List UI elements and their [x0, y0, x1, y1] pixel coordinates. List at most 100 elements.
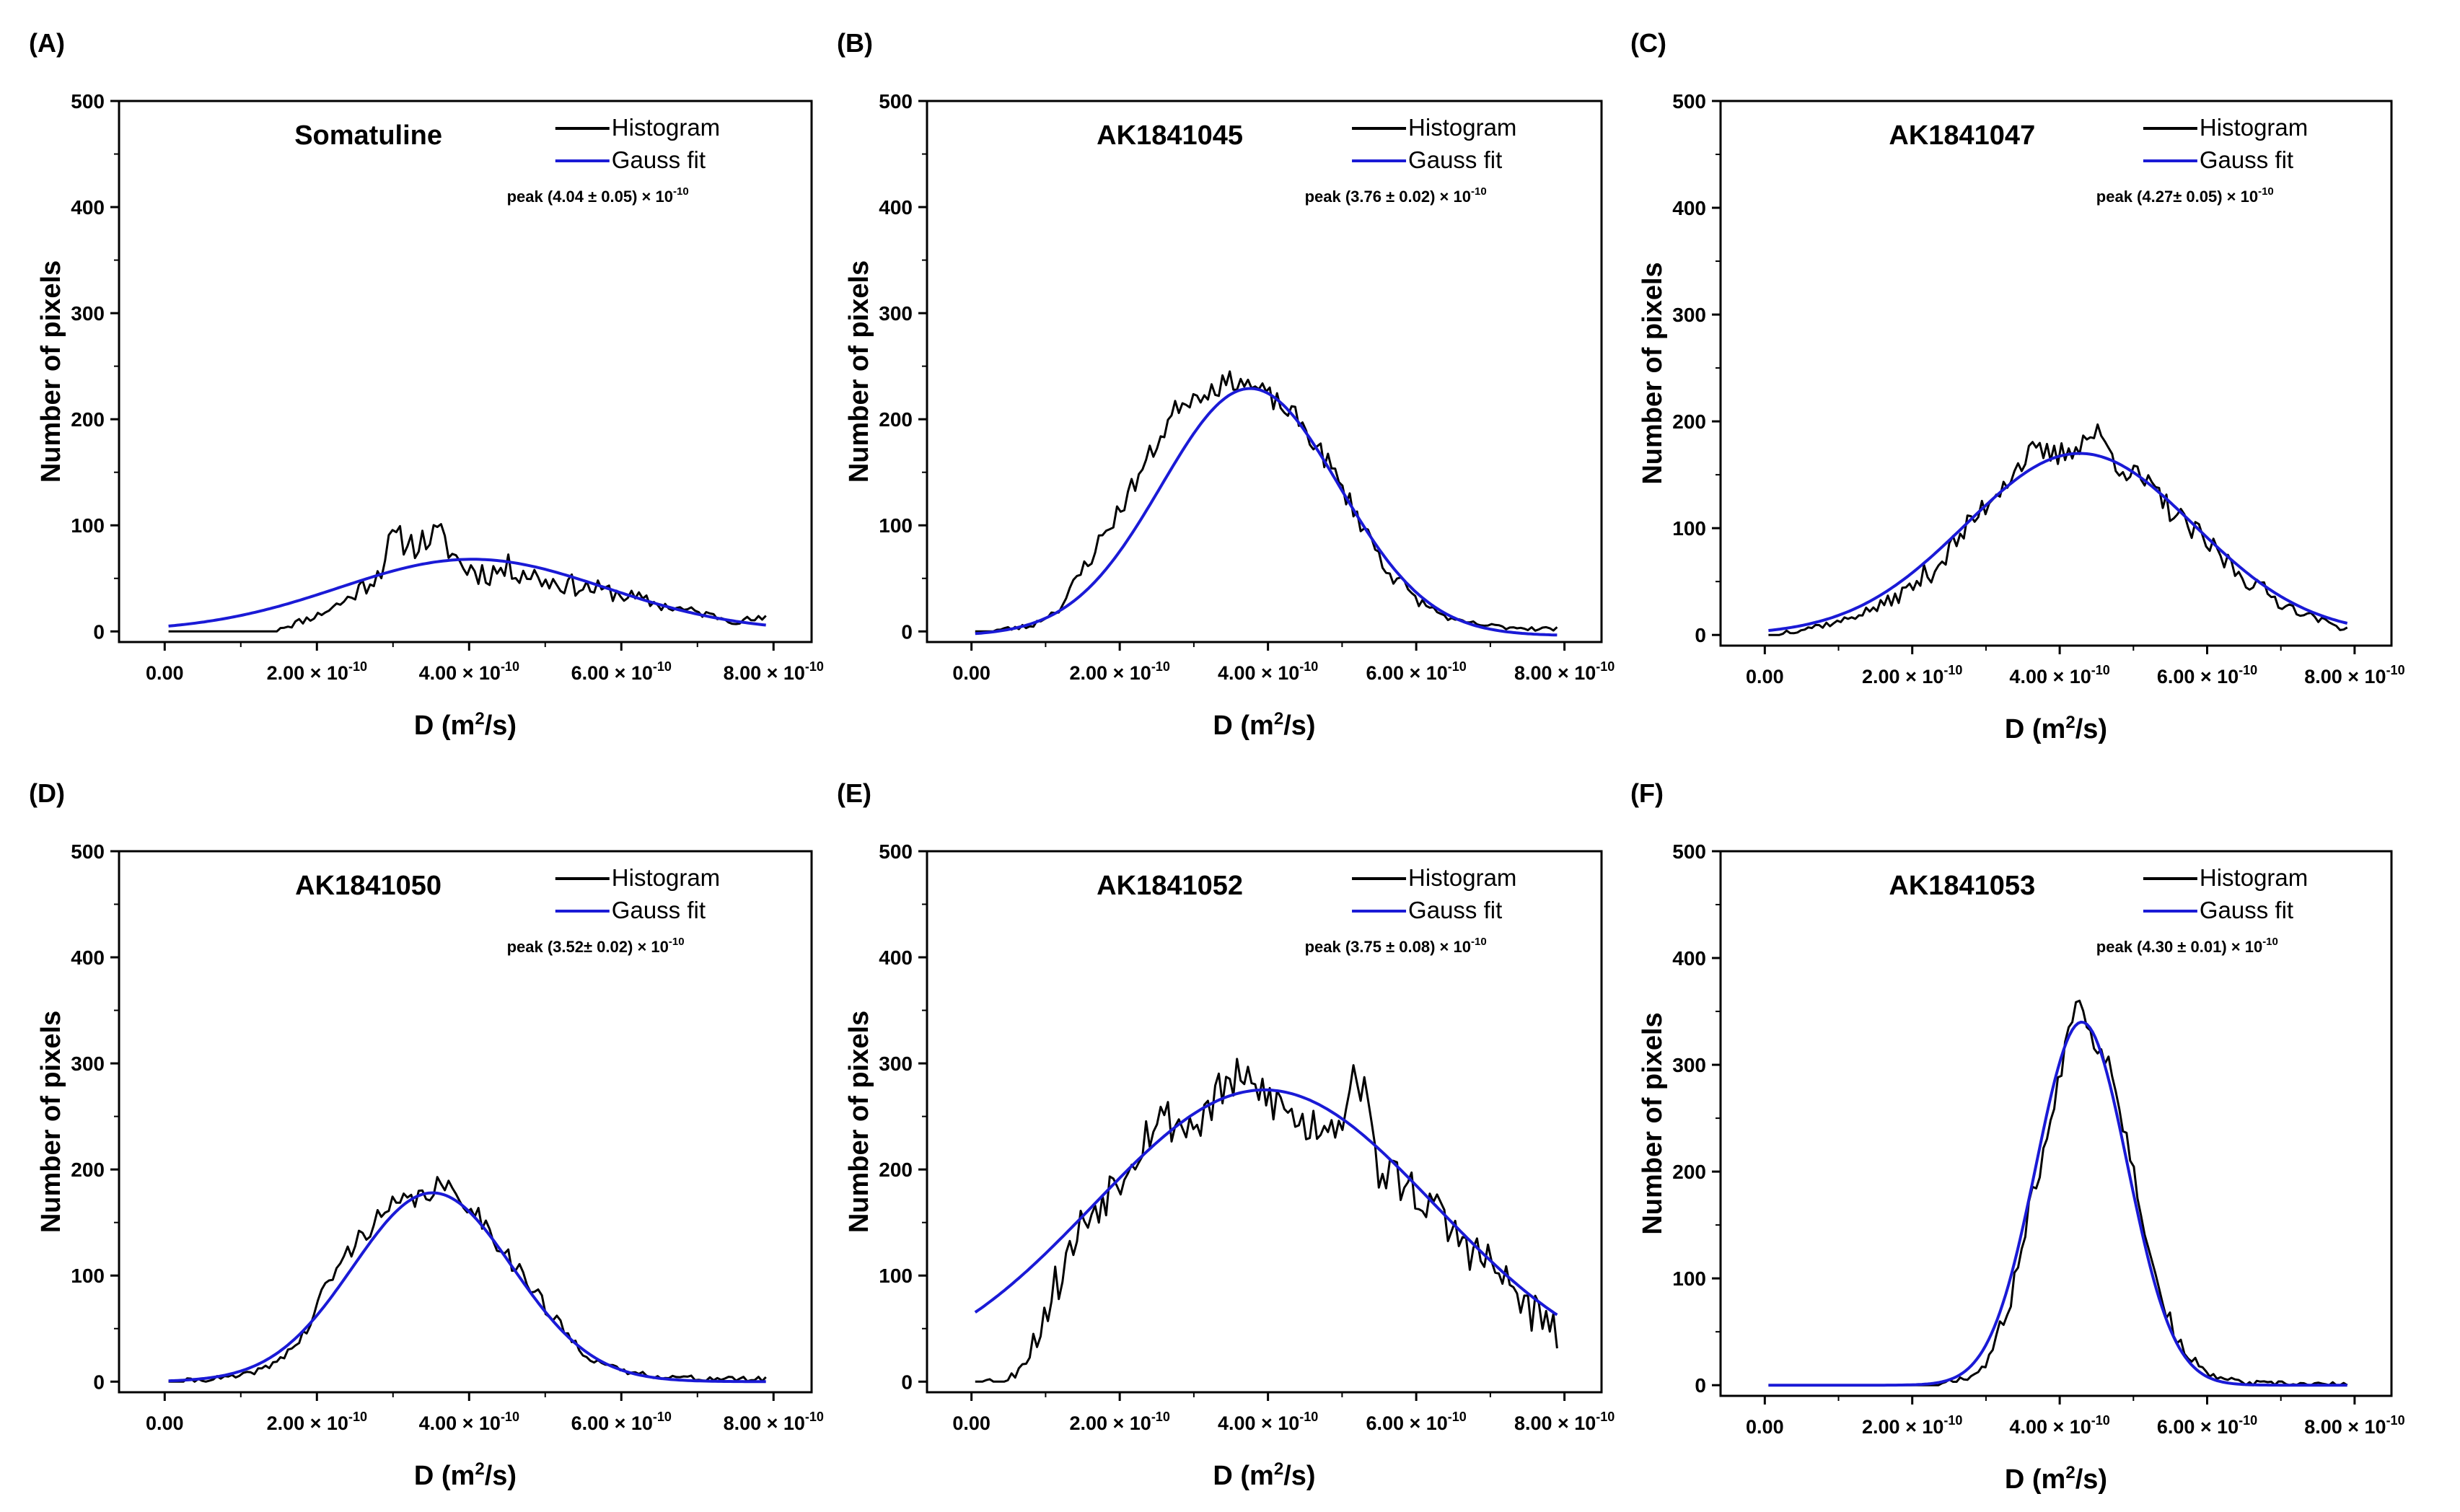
gauss-fit-series	[1768, 1020, 2347, 1387]
x-tick-label: 8.00 × 10-10	[724, 1410, 824, 1434]
x-tick-label: 0.00	[1746, 1416, 1784, 1438]
panel-letter: (C)	[1630, 28, 1666, 58]
x-axis-label: D (m2/s)	[2005, 713, 2107, 744]
plot-frame	[1719, 100, 2393, 647]
y-tick-label: 400	[1672, 197, 1706, 219]
y-axis-label: Number of pixels	[844, 260, 874, 483]
x-tick-label: 2.00 × 10-10	[1862, 1413, 1962, 1438]
y-tick-label: 300	[71, 302, 105, 325]
legend-histogram-label: Histogram	[1408, 864, 1516, 891]
x-tick-label: 6.00 × 10-10	[1366, 659, 1466, 684]
x-tick-label: 8.00 × 10-10	[1514, 1410, 1615, 1434]
y-tick-label: 0	[1695, 1374, 1706, 1397]
y-axis-label: Number of pixels	[1638, 1012, 1668, 1234]
x-tick-label: 8.00 × 10-10	[724, 659, 824, 684]
panel-letter: (D)	[29, 778, 65, 808]
panel-letter: (B)	[837, 28, 873, 58]
chart-panel: (F) 0 100 200 300 400 500 0.00 2.00 × 10-10 4.00 …	[1630, 778, 2405, 1495]
y-tick-label: 500	[879, 90, 913, 113]
plot-frame	[926, 850, 1603, 1394]
legend-gauss-label: Gauss fit	[612, 146, 706, 173]
x-axis-label: D (m2/s)	[414, 709, 517, 741]
y-tick-label: 100	[1672, 517, 1706, 540]
y-tick-label: 300	[879, 1052, 913, 1075]
y-tick-label: 200	[879, 1159, 913, 1181]
y-tick-label: 400	[879, 946, 913, 969]
x-tick-label: 0.00	[952, 662, 990, 684]
chart-title: AK1841045	[1097, 120, 1243, 151]
legend-histogram-label: Histogram	[2200, 864, 2308, 891]
peak-annotation: peak (4.04 ± 0.05) × 10-10	[507, 185, 689, 206]
y-tick-label: 500	[1672, 90, 1706, 113]
gauss-fit-series	[168, 558, 766, 628]
legend-gauss-label: Gauss fit	[1408, 146, 1502, 173]
x-tick-label: 6.00 × 10-10	[2157, 663, 2257, 687]
y-tick-label: 500	[879, 840, 913, 863]
peak-annotation: peak (3.76 ± 0.02) × 10-10	[1305, 185, 1487, 206]
y-tick-label: 300	[1672, 304, 1706, 326]
y-tick-label: 100	[879, 514, 913, 537]
gauss-fit-series	[975, 387, 1558, 637]
x-tick-label: 8.00 × 10-10	[2304, 1413, 2404, 1438]
y-tick-label: 100	[71, 1265, 105, 1287]
y-tick-label: 100	[1672, 1267, 1706, 1290]
x-tick-label: 2.00 × 10-10	[1069, 659, 1169, 684]
y-tick-label: 400	[1672, 947, 1706, 970]
y-tick-label: 400	[879, 196, 913, 219]
legend-histogram-label: Histogram	[612, 114, 720, 141]
y-tick-label: 500	[71, 840, 105, 863]
y-tick-label: 200	[71, 408, 105, 431]
legend-histogram-label: Histogram	[1408, 114, 1516, 141]
peak-annotation: peak (3.75 ± 0.08) × 10-10	[1305, 936, 1487, 956]
y-tick-label: 100	[879, 1265, 913, 1287]
y-tick-label: 200	[879, 408, 913, 431]
peak-annotation: peak (3.52± 0.02) × 10-10	[507, 936, 685, 956]
y-tick-label: 200	[71, 1159, 105, 1181]
y-axis-label: Number of pixels	[36, 1011, 66, 1233]
chart-title: AK1841053	[1889, 871, 2035, 901]
y-tick-label: 200	[1672, 1161, 1706, 1183]
y-tick-label: 200	[1672, 410, 1706, 433]
histogram-series	[975, 1058, 1558, 1383]
x-tick-label: 0.00	[146, 1412, 184, 1434]
y-tick-label: 300	[879, 302, 913, 325]
y-tick-label: 0	[93, 1371, 105, 1393]
legend-gauss-label: Gauss fit	[2200, 897, 2293, 923]
x-tick-label: 8.00 × 10-10	[1514, 659, 1615, 684]
plot-frame	[1719, 850, 2393, 1397]
gauss-fit-series	[168, 1191, 766, 1384]
panel-letter: (A)	[29, 28, 65, 58]
chart-panel: (B) 0 100 200 300 400 500 0.00 2.00 × 10-10 4.00 …	[837, 28, 1615, 741]
peak-annotation: peak (4.30 ± 0.01) × 10-10	[2096, 936, 2278, 956]
y-tick-label: 0	[1695, 624, 1706, 646]
x-tick-label: 4.00 × 10-10	[2009, 1413, 2109, 1438]
y-tick-label: 500	[1672, 840, 1706, 863]
x-tick-label: 4.00 × 10-10	[1218, 659, 1318, 684]
y-tick-label: 300	[1672, 1054, 1706, 1076]
histogram-series	[168, 523, 767, 633]
x-axis-label: D (m2/s)	[1213, 709, 1315, 741]
x-tick-label: 2.00 × 10-10	[1862, 663, 1962, 687]
x-tick-label: 4.00 × 10-10	[419, 1410, 519, 1434]
y-axis-label: Number of pixels	[36, 260, 66, 483]
x-tick-label: 2.00 × 10-10	[1069, 1410, 1169, 1434]
x-tick-label: 2.00 × 10-10	[267, 659, 367, 684]
histogram-series	[168, 1176, 767, 1383]
chart-panel: (C) 0 100 200 300 400 500 0.00 2.00 × 10-10 4.00 …	[1630, 28, 2405, 744]
histogram-series	[975, 370, 1558, 633]
x-tick-label: 6.00 × 10-10	[1366, 1410, 1466, 1434]
x-tick-label: 8.00 × 10-10	[2304, 663, 2404, 687]
histogram-series	[1768, 999, 2348, 1386]
chart-title: AK1841047	[1889, 120, 2035, 151]
chart-panel: (A) 0 100 200 300 400 500 0.00 2.00 × 10-10 4.00 …	[29, 28, 824, 741]
y-tick-label: 100	[71, 514, 105, 537]
plot-frame	[118, 100, 813, 643]
panel-letter: (E)	[837, 778, 871, 808]
gauss-fit-series	[974, 1088, 1558, 1317]
chart-title: AK1841052	[1097, 871, 1243, 901]
plot-frame	[926, 100, 1603, 643]
chart-panel: (E) 0 100 200 300 400 500 0.00 2.00 × 10-10 4.00 …	[837, 778, 1615, 1491]
histogram-series	[1768, 423, 2348, 636]
x-tick-label: 6.00 × 10-10	[2157, 1413, 2257, 1438]
x-tick-label: 6.00 × 10-10	[571, 1410, 672, 1434]
